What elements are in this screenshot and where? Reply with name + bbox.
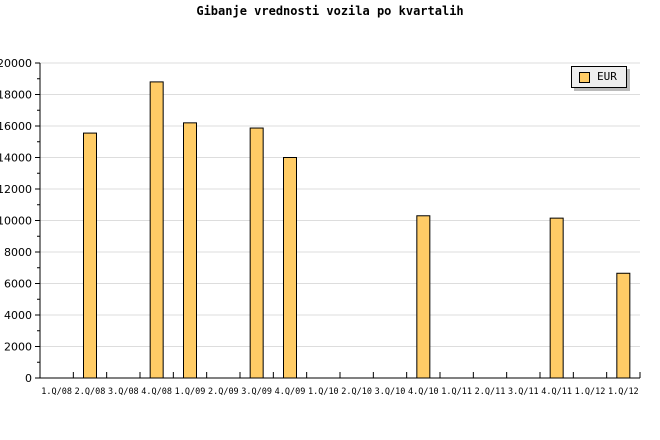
x-tick-label: 1.Q/12 xyxy=(608,387,639,397)
legend-label: EUR xyxy=(597,70,617,83)
bar xyxy=(249,127,264,379)
chart-title: Gibanje vrednosti vozila po kvartalih xyxy=(196,4,464,18)
y-tick-label: 10000 xyxy=(0,215,32,228)
y-tick-label: 12000 xyxy=(0,183,32,196)
x-tick-label: 1.Q/12 xyxy=(575,387,606,397)
y-tick-label: 14000 xyxy=(0,152,32,165)
y-tick-label: 16000 xyxy=(0,120,32,133)
y-tick-label: 8000 xyxy=(4,246,32,259)
bar xyxy=(183,122,197,379)
x-tick-label: 4.Q/08 xyxy=(141,387,172,397)
x-tick-label: 3.Q/09 xyxy=(241,387,272,397)
legend-swatch xyxy=(579,72,590,83)
y-tick-label: 4000 xyxy=(4,309,32,322)
x-tick-label: 3.Q/10 xyxy=(375,387,406,397)
y-tick-label: 20000 xyxy=(0,57,32,70)
bar xyxy=(416,215,431,379)
y-tick-label: 2000 xyxy=(4,341,32,354)
legend: EUR xyxy=(571,66,627,88)
bar xyxy=(83,132,97,379)
x-tick-label: 3.Q/11 xyxy=(508,387,539,397)
x-tick-label: 4.Q/10 xyxy=(408,387,439,397)
x-tick-label: 2.Q/10 xyxy=(341,387,372,397)
x-tick-label: 4.Q/11 xyxy=(541,387,572,397)
bar xyxy=(283,157,297,379)
bar xyxy=(616,272,631,379)
x-tick-label: 1.Q/09 xyxy=(175,387,206,397)
bar xyxy=(149,81,164,379)
y-tick-label: 0 xyxy=(25,372,32,385)
x-tick-label: 1.Q/08 xyxy=(41,387,72,397)
bar xyxy=(549,217,564,379)
x-tick-label: 2.Q/09 xyxy=(208,387,239,397)
x-tick-label: 2.Q/11 xyxy=(475,387,506,397)
x-tick-label: 4.Q/09 xyxy=(275,387,306,397)
y-tick-label: 18000 xyxy=(0,89,32,102)
y-tick-label: 6000 xyxy=(4,278,32,291)
x-tick-label: 1.Q/11 xyxy=(441,387,472,397)
x-tick-label: 3.Q/08 xyxy=(108,387,139,397)
x-tick-label: 2.Q/08 xyxy=(75,387,106,397)
x-tick-label: 1.Q/10 xyxy=(308,387,339,397)
